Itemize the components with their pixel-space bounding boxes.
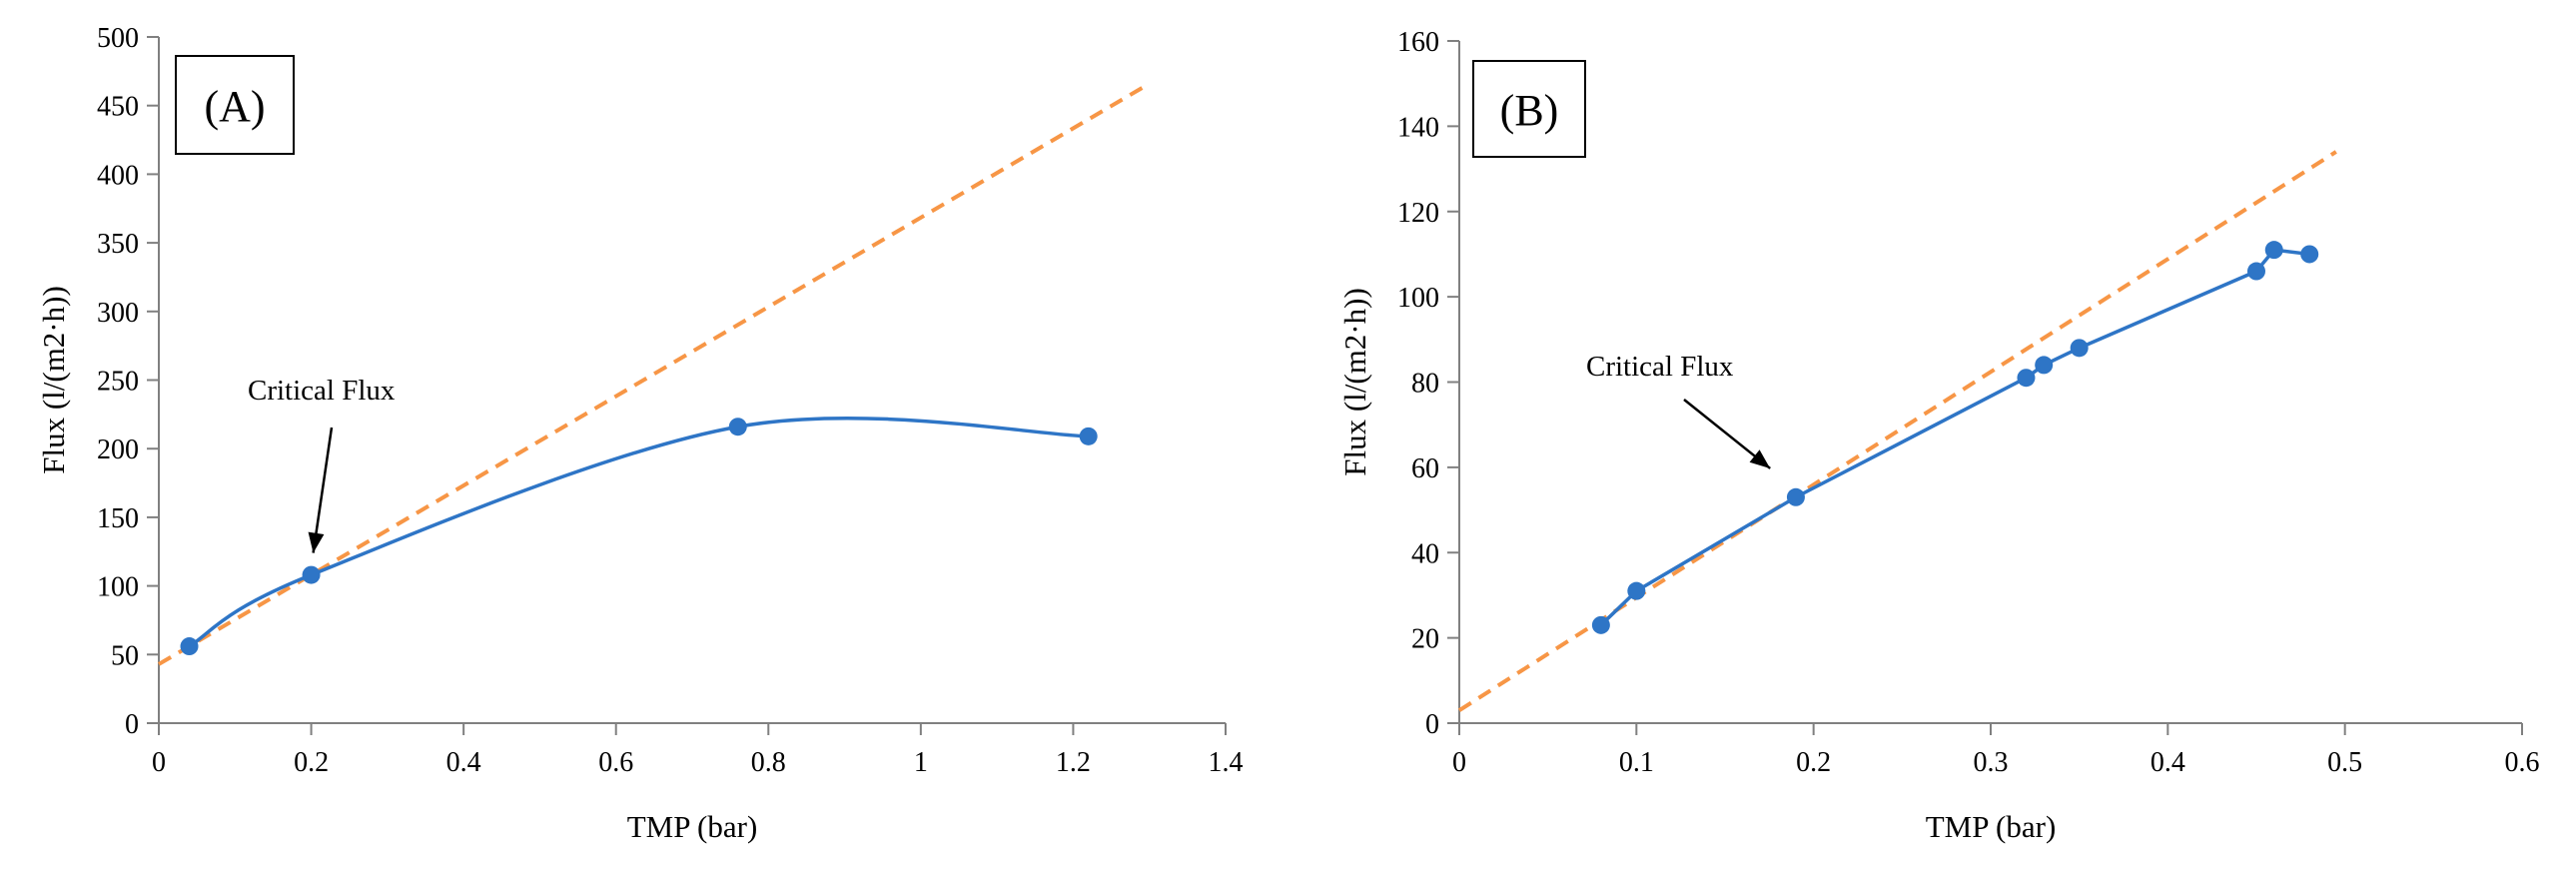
x-tick-label: 1.2	[1056, 747, 1091, 778]
y-tick-label: 80	[1411, 369, 1439, 400]
x-axis-title: TMP (bar)	[627, 809, 758, 844]
y-tick-label: 50	[111, 640, 139, 671]
x-tick-label: 0.3	[1974, 747, 2009, 778]
data-point	[2264, 241, 2283, 260]
x-tick-label: 0	[1452, 747, 1466, 778]
y-tick-label: 20	[1411, 624, 1439, 655]
x-axis-title: TMP (bar)	[1926, 809, 2057, 844]
critical-flux-label: Critical Flux	[1586, 351, 1734, 383]
critical-flux-arrow	[312, 427, 334, 553]
y-tick-label: 350	[97, 229, 139, 260]
y-tick-label: 140	[1397, 112, 1439, 143]
y-tick-label: 60	[1411, 453, 1439, 484]
arrowhead-icon	[308, 531, 325, 553]
x-tick-label: 0.8	[751, 747, 786, 778]
x-tick-label: 0.6	[598, 747, 633, 778]
data-point	[1591, 615, 1610, 634]
series-line-0	[1599, 248, 2310, 627]
data-point	[2247, 262, 2265, 281]
y-tick-label: 300	[97, 298, 139, 329]
y-tick-label: 0	[1425, 709, 1439, 740]
linear-trendline	[157, 81, 1151, 666]
panel-label: (A)	[204, 82, 265, 131]
y-tick-label: 160	[1397, 27, 1439, 58]
data-point	[1627, 581, 1646, 600]
data-point	[2035, 356, 2054, 375]
chart-panel-b: 0 20 40 60 80 100 120 140 160 0 0.1 0.2 0.3 0.4 0.5 0.6…	[1337, 27, 2540, 844]
x-tick-label: 0.5	[2327, 747, 2362, 778]
panel-label-box	[1472, 60, 1586, 158]
data-point	[302, 565, 321, 584]
x-tick-label: 0	[152, 747, 166, 778]
x-tick-label: 1.4	[1209, 747, 1244, 778]
x-tick-label: 0.4	[2150, 747, 2185, 778]
series-line-0	[188, 416, 1089, 648]
data-point	[728, 418, 747, 436]
y-tick-label: 250	[97, 367, 139, 398]
x-tick-label: 0.2	[1796, 747, 1831, 778]
y-tick-label: 400	[97, 160, 139, 191]
panel-label: (B)	[1500, 86, 1559, 135]
x-tick-label: 0.2	[294, 747, 329, 778]
arrowhead-icon	[1749, 449, 1771, 468]
y-tick-label: 120	[1397, 198, 1439, 229]
data-point	[2300, 245, 2319, 264]
y-tick-label: 0	[125, 709, 139, 740]
y-tick-label: 150	[97, 503, 139, 534]
chart-panel-a: 0 50 100 150 200 250 300 350 400 450 500 0 0.2 0.4 0.6…	[36, 23, 1244, 844]
y-tick-label: 500	[97, 23, 139, 54]
x-tick-label: 1	[914, 747, 928, 778]
data-point	[1786, 487, 1805, 506]
x-tick-label: 0.4	[446, 747, 481, 778]
y-tick-label: 100	[1397, 283, 1439, 314]
y-axis-title: Flux (l/(m2·h))	[1337, 288, 1372, 476]
critical-flux-label: Critical Flux	[248, 375, 396, 407]
y-tick-label: 200	[97, 434, 139, 465]
linear-trendline	[1457, 150, 2337, 712]
y-axis-title: Flux (l/(m2·h))	[36, 286, 71, 474]
x-tick-label: 0.1	[1619, 747, 1654, 778]
panel-label-box	[175, 55, 295, 155]
x-tick-label: 0.6	[2505, 747, 2540, 778]
y-tick-label: 40	[1411, 538, 1439, 569]
y-tick-label: 100	[97, 572, 139, 603]
data-point	[2017, 369, 2036, 388]
data-point	[1079, 427, 1098, 445]
data-point	[180, 637, 199, 656]
data-point	[2070, 339, 2089, 358]
y-tick-label: 450	[97, 92, 139, 123]
